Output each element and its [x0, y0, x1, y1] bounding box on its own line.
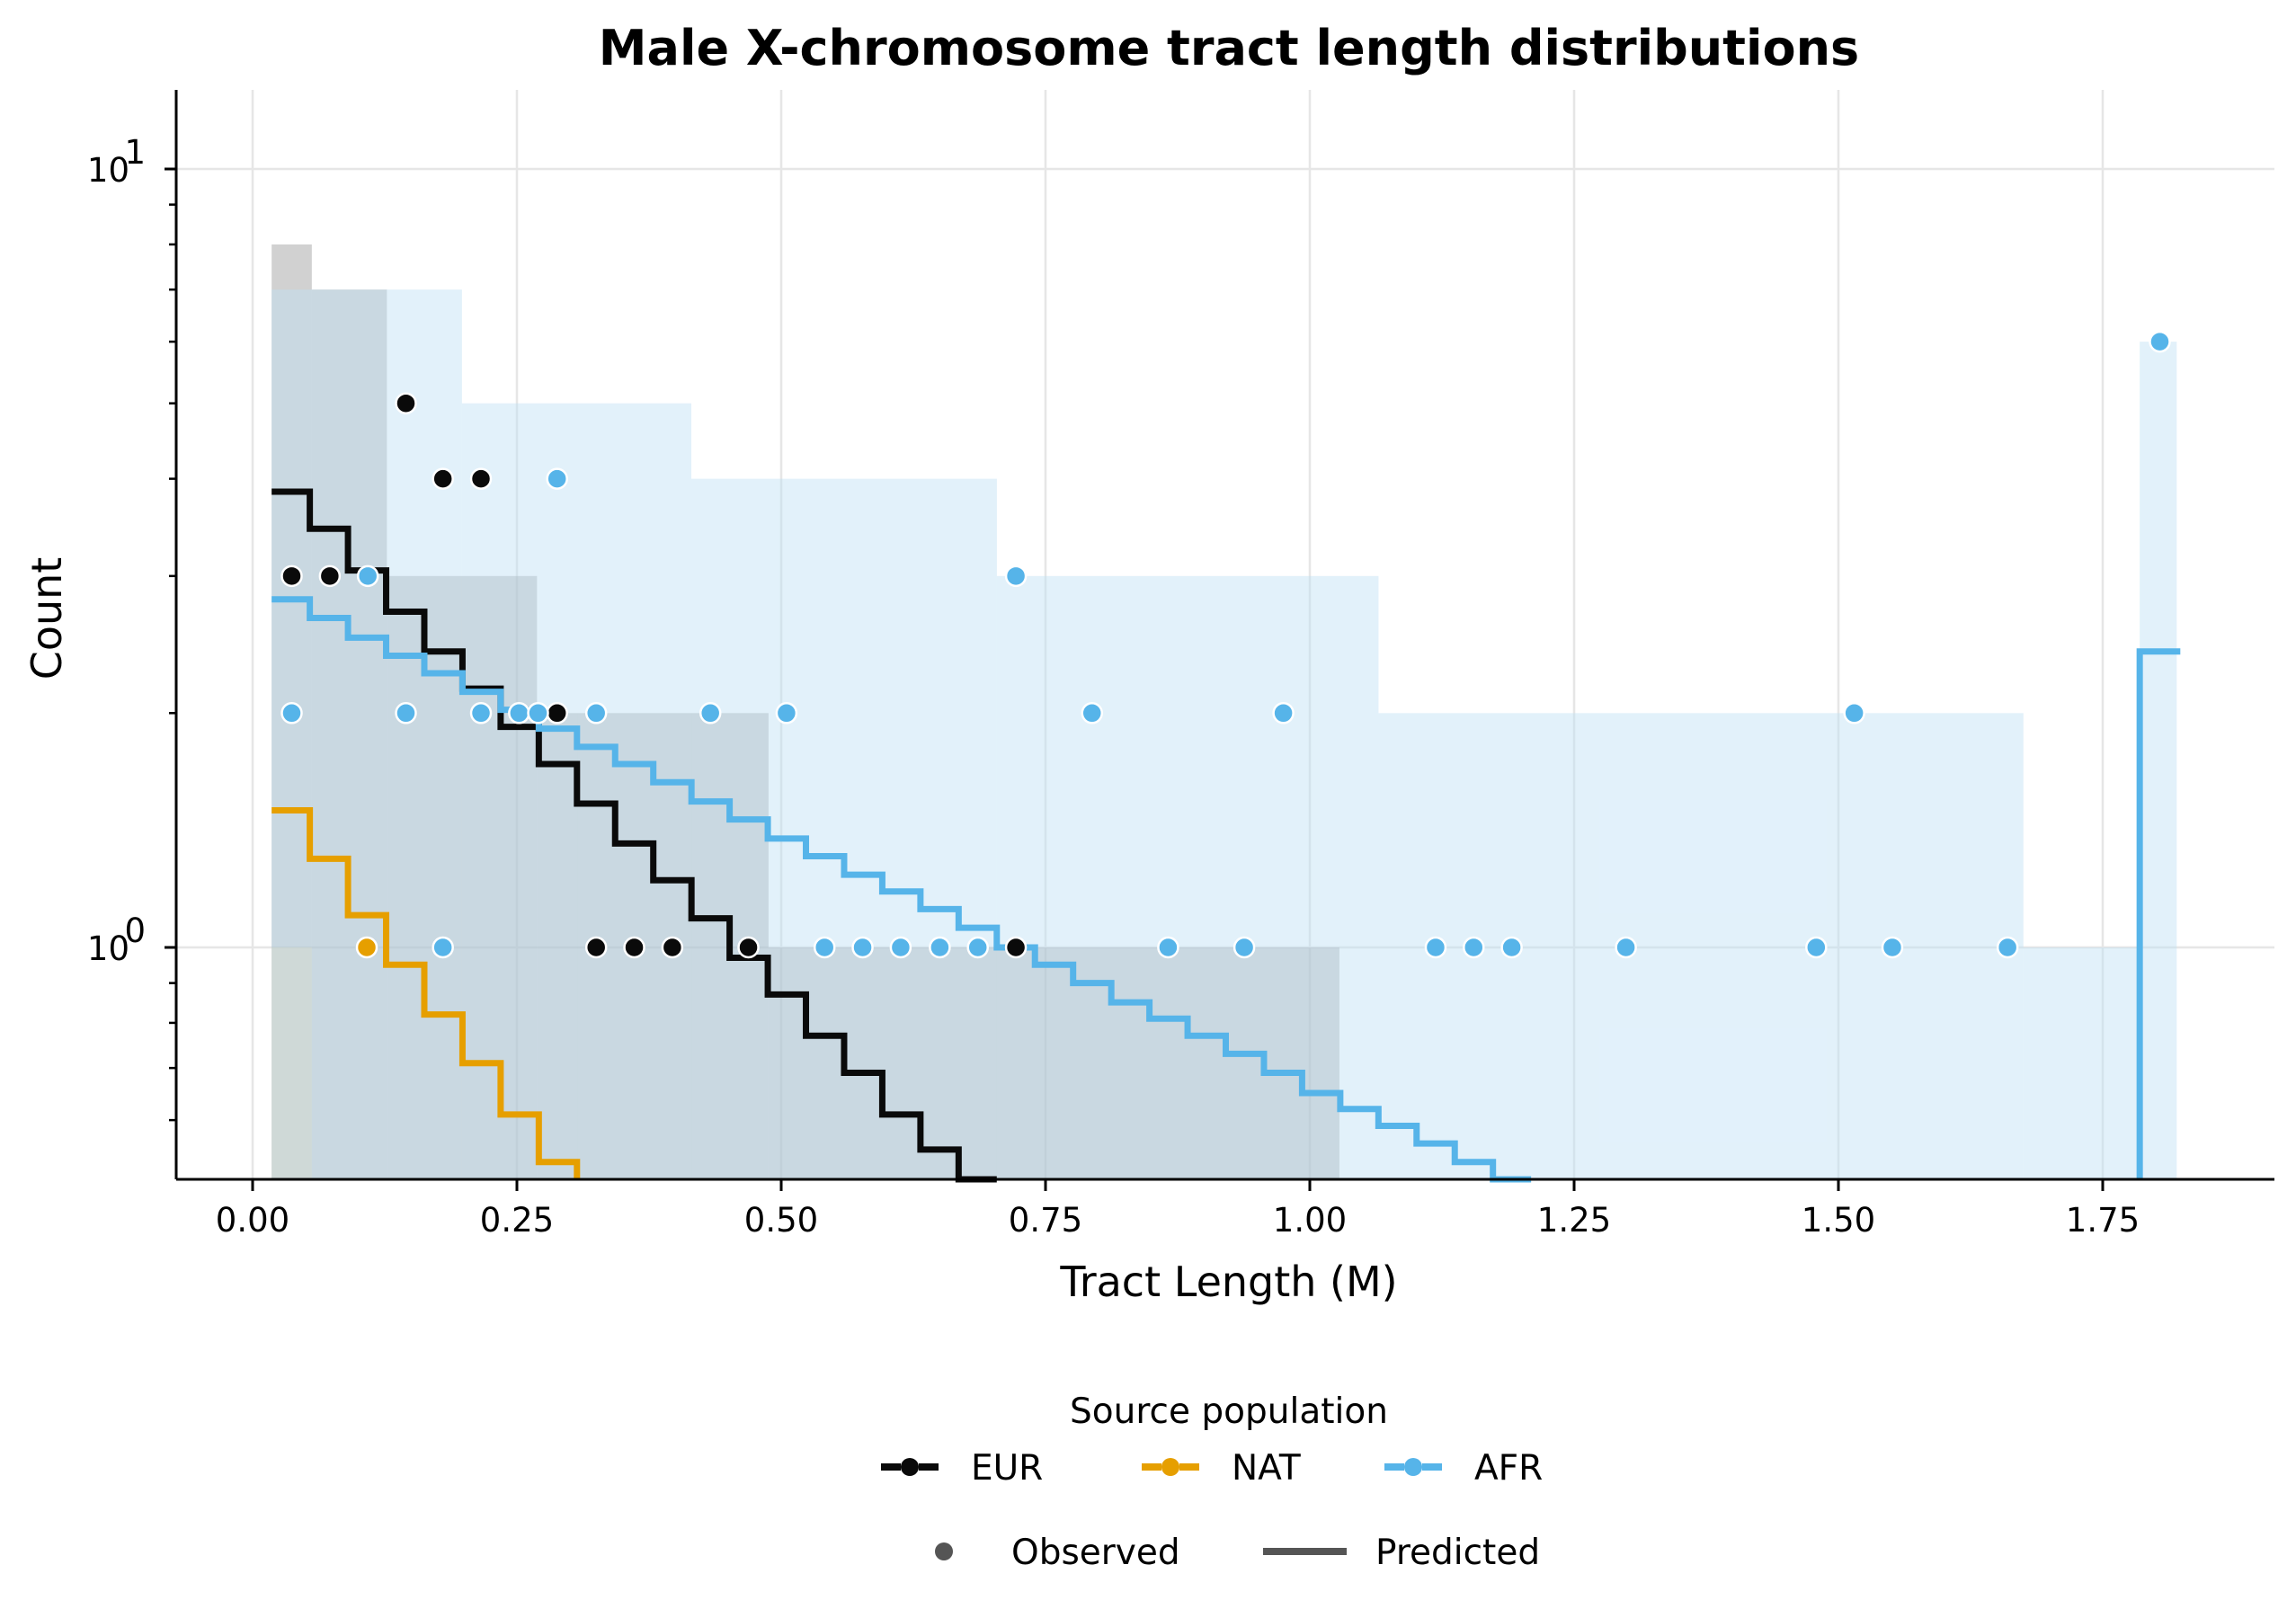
observed-point-nat: [355, 936, 378, 959]
observed-point-eur: [395, 392, 417, 414]
observed-point-eur: [661, 936, 684, 959]
histogram-bar-nat: [271, 947, 312, 1179]
legend-observed-label: Observed: [1011, 1533, 1180, 1573]
legend-title: Source population: [1070, 1391, 1388, 1432]
observed-point-afr: [1843, 702, 1865, 724]
predicted-tail-afr: [2136, 648, 2181, 1179]
observed-point-afr: [280, 702, 303, 724]
legend-marker-afr: [1404, 1458, 1422, 1476]
observed-point-afr: [584, 702, 608, 724]
grid: [176, 90, 2274, 1179]
legend-label-nat: NAT: [1232, 1448, 1301, 1489]
x-tick-label: 0.00: [216, 1201, 289, 1240]
observed-point-afr: [2149, 330, 2171, 353]
histogram-bar-eur: [311, 289, 387, 1179]
chart-title: Male X-chromosome tract length distribut…: [599, 20, 1859, 76]
x-tick-label: 1.00: [1273, 1201, 1347, 1240]
histogram-bar-afr: [1378, 713, 2024, 1179]
observed-point-eur: [318, 564, 342, 588]
histogram-bar-afr: [2140, 342, 2177, 1180]
x-tick-label: 0.50: [744, 1201, 818, 1240]
observed-point-afr: [508, 702, 530, 724]
observed-point-eur: [584, 936, 608, 959]
x-tick-label: 1.50: [1802, 1201, 1875, 1240]
y-tick-label: 10: [87, 151, 129, 190]
predicted-line-eur: [271, 488, 997, 1183]
predicted-lines: [271, 488, 2181, 1183]
observed-point-afr: [1996, 936, 2019, 959]
histogram-bar-afr: [271, 289, 462, 1179]
y-axis-label: Count: [22, 557, 71, 680]
observed-point-afr: [1615, 936, 1637, 959]
observed-point-afr: [432, 936, 454, 959]
x-tick-label: 0.25: [480, 1201, 554, 1240]
observed-point-afr: [527, 702, 549, 724]
observed-points: [280, 330, 2171, 959]
observed-point-afr: [1463, 936, 1485, 959]
legend-marker-nat: [1161, 1458, 1179, 1476]
legend: Source population EUR NAT AFR Observed Predi…: [881, 1391, 1543, 1573]
histogram-bar-afr: [577, 403, 692, 1179]
legend-marker-eur: [901, 1458, 919, 1476]
observed-point-afr: [395, 702, 417, 724]
histogram-bar-afr: [996, 575, 1379, 1179]
observed-point-afr: [1272, 702, 1295, 724]
x-axis-label: Tract Length (M): [1059, 1258, 1397, 1306]
observed-point-afr: [775, 702, 798, 724]
histogram-bar-afr: [2023, 947, 2140, 1179]
x-tick-label: 1.75: [2066, 1201, 2140, 1240]
observed-point-afr: [469, 702, 493, 724]
observed-point-afr: [1233, 936, 1256, 959]
observed-point-afr: [1500, 936, 1523, 959]
observed-point-eur: [623, 936, 645, 959]
legend-predicted-label: Predicted: [1375, 1533, 1540, 1573]
observed-point-afr: [546, 467, 568, 490]
y-tick-exponent: 1: [124, 133, 146, 172]
observed-point-afr: [356, 564, 379, 588]
observed-point-afr: [1881, 936, 1904, 959]
observed-point-afr: [1081, 702, 1103, 724]
legend-label-afr: AFR: [1474, 1448, 1543, 1489]
x-tick-label: 0.75: [1009, 1201, 1082, 1240]
y-tick-exponent: 0: [124, 911, 146, 950]
histogram-bar-afr: [461, 403, 578, 1179]
observed-point-eur: [737, 936, 760, 959]
observed-point-afr: [1805, 936, 1828, 959]
observed-point-afr: [929, 936, 951, 959]
observed-point-eur: [546, 702, 568, 724]
x-tick-label: 1.25: [1537, 1201, 1611, 1240]
predicted-line-afr: [271, 596, 1532, 1183]
observed-point-afr: [1004, 564, 1028, 588]
observed-point-afr: [851, 936, 874, 959]
observed-point-eur: [469, 467, 493, 490]
observed-point-afr: [1424, 936, 1447, 959]
y-tick-label: 10: [87, 929, 129, 968]
observed-point-afr: [966, 936, 989, 959]
observed-point-eur: [1004, 936, 1028, 959]
histogram-bar-eur: [768, 947, 1339, 1179]
legend-label-eur: EUR: [971, 1448, 1043, 1489]
observed-point-afr: [813, 936, 836, 959]
observed-point-afr: [1157, 936, 1179, 959]
predicted-line-nat: [271, 807, 581, 1179]
observed-point-afr: [699, 702, 722, 724]
histogram-bar-eur: [387, 575, 462, 1179]
observed-point-eur: [280, 564, 303, 588]
observed-point-eur: [432, 467, 454, 490]
legend-observed-marker: [935, 1542, 953, 1560]
observed-point-afr: [889, 936, 912, 959]
